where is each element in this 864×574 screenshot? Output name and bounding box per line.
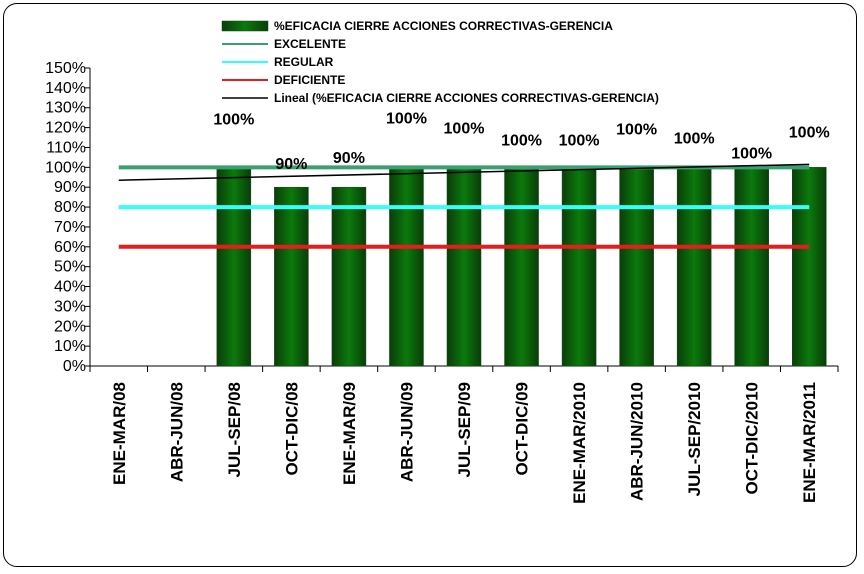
y-tick-label: 130% [45,100,86,117]
trend-line [118,163,810,181]
data-label: 90% [333,150,365,167]
data-label: 100% [386,110,427,127]
y-tick-label: 90% [54,179,86,196]
legend-entry: DEFICIENTE [274,73,345,87]
bar [389,167,424,367]
x-tick-label: JUL-SEP/09 [455,382,474,477]
bar [791,167,827,367]
bar [446,167,482,367]
data-label: 100% [674,130,715,147]
x-tick-label: JUL-SEP/2010 [685,382,704,496]
data-label: 100% [444,120,485,137]
legend: %EFICACIA CIERRE ACCIONES CORRECTIVAS-GE… [221,19,659,105]
chart-frame [3,3,857,567]
bar [619,167,654,367]
y-tick-label: 50% [54,259,86,276]
x-tick-label: JUL-SEP/08 [225,382,244,477]
bar [734,167,769,367]
legend-entry: EXCELENTE [274,37,346,51]
x-tick-label: OCT-DIC/08 [282,382,301,476]
bar [561,167,597,367]
data-label: 100% [559,132,600,149]
data-label: 100% [213,111,254,128]
data-label: 100% [789,124,830,141]
x-tick-label: ABR-JUN/09 [397,382,416,482]
y-tick-label: 60% [54,239,86,256]
y-tick-label: 40% [54,279,86,296]
y-tick-label: 110% [46,139,86,156]
bar [331,186,367,367]
y-tick-label: 10% [54,338,86,355]
y-tick-label: 20% [54,318,86,335]
y-tick-label: 80% [54,199,86,216]
y-tick-label: 0% [63,358,86,375]
legend-entry: Lineal (%EFICACIA CIERRE ACCIONES CORREC… [274,91,659,105]
x-tick-label: OCT-DIC/2010 [743,382,762,494]
y-tick-label: 30% [54,298,86,315]
plot-area: 0% 10% 20% 30% 40% 50% 60% 70% 80% 90% 100% 110% 120… [45,60,839,504]
x-tick-label: ENE-MAR/09 [340,382,359,485]
legend-entry: %EFICACIA CIERRE ACCIONES CORRECTIVAS-GE… [274,19,613,33]
x-tick-label: ENE-MAR/08 [110,382,129,485]
x-tick-label: ENE-MAR/2011 [800,382,819,503]
data-label: 100% [616,121,657,138]
x-tick-label: ABR-JUN/2010 [628,382,647,501]
y-tick-label: 70% [54,219,86,236]
y-tick-label: 120% [45,120,86,137]
y-tick-label: 140% [45,80,86,97]
bar [274,186,309,367]
x-tick-label: ENE-MAR/2010 [570,382,589,504]
y-tick-label: 100% [45,159,86,176]
bar [676,167,712,367]
bar [504,167,539,367]
x-tick-label: OCT-DIC/09 [513,382,532,476]
y-tick-label: 150% [45,60,86,77]
x-tick-label: ABR-JUN/08 [167,382,186,482]
data-label: 90% [275,156,307,173]
legend-swatch-bar [221,20,269,32]
bar [216,167,252,367]
data-label: 100% [501,132,542,149]
data-label: 100% [731,145,772,162]
legend-entry: REGULAR [274,55,334,69]
